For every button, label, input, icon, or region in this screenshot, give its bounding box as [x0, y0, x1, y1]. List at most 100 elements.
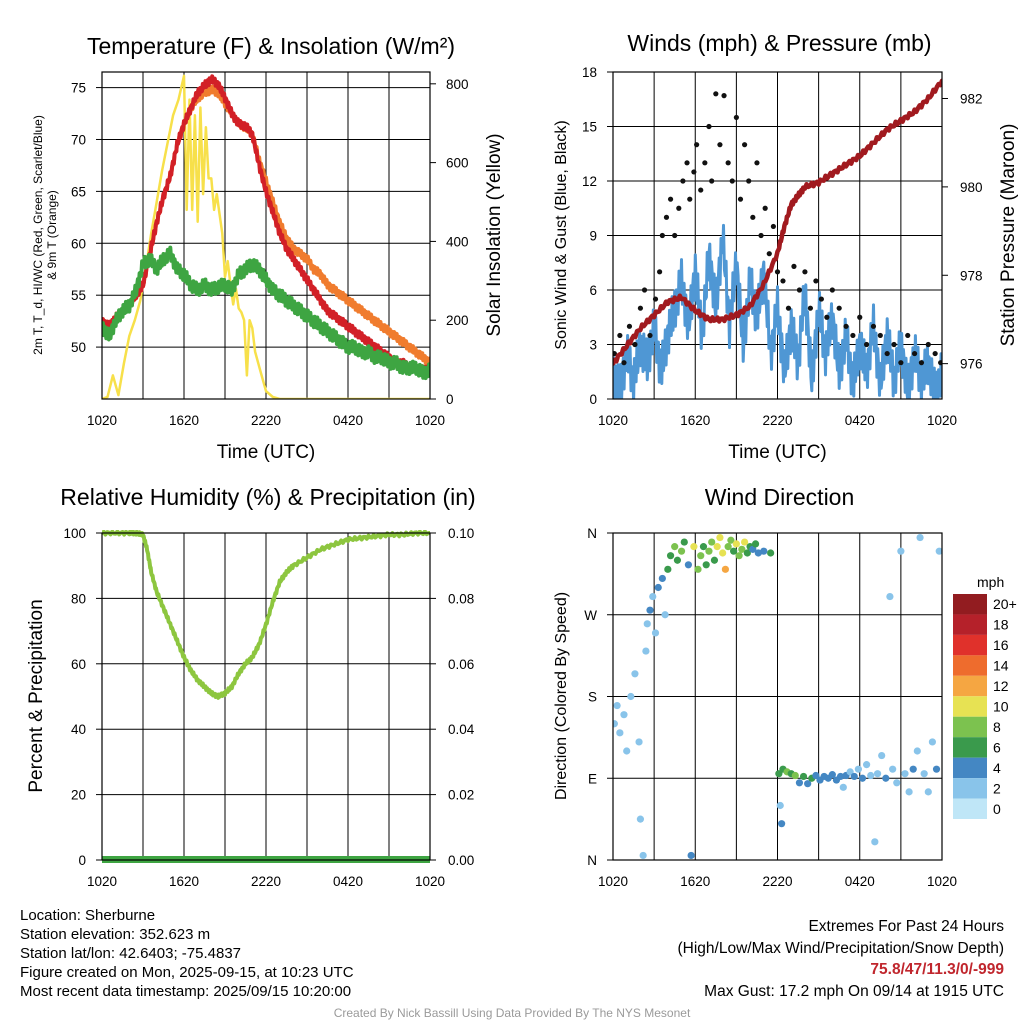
- sonic-wind-line: [613, 223, 942, 399]
- extremes-subtitle: (High/Low/Max Wind/Precipitation/Snow De…: [677, 939, 1005, 957]
- direction-point: [836, 772, 845, 781]
- direction-point: [724, 543, 732, 551]
- x-tick-label: 1620: [169, 413, 199, 428]
- direction-point: [741, 538, 749, 546]
- y-tick-label: 100: [63, 526, 86, 541]
- direction-point: [743, 549, 751, 557]
- direction-point: [776, 801, 784, 810]
- direction-point: [713, 543, 721, 551]
- direction-point: [716, 533, 724, 542]
- gust-point: [850, 332, 856, 339]
- gust-point: [758, 232, 764, 239]
- pressure-line: [613, 78, 942, 366]
- colorbar-tick-label: 0: [993, 801, 1001, 817]
- x-tick-label: 1020: [415, 413, 445, 428]
- max-gust-text: Max Gust: 17.2 mph On 09/14 at 1915 UTC: [704, 982, 1004, 1000]
- x-tick-label: 1020: [927, 874, 957, 889]
- chart-title: Winds (mph) & Pressure (mb): [627, 30, 931, 56]
- gust-point: [687, 196, 693, 202]
- y-tick-label: 65: [71, 184, 86, 199]
- gust-point: [702, 160, 708, 166]
- colorbar-tick-label: 20+: [993, 596, 1017, 612]
- temperature-insolation-chart: Temperature (F) & Insolation (W/m²) 50 55 6…: [31, 33, 505, 463]
- direction-point: [620, 711, 628, 719]
- y-axis-label-line: 2m T, T_d, HI/WC (Red, Green, Scarlet/Bl…: [31, 115, 45, 355]
- direction-point: [778, 820, 786, 828]
- direction-point: [867, 771, 875, 780]
- y-tick-label: S: [588, 690, 597, 705]
- gust-point: [729, 178, 735, 184]
- direction-point: [658, 574, 666, 583]
- gust-point: [884, 350, 890, 357]
- gust-point: [780, 278, 786, 284]
- y-tick-label: 0: [589, 392, 597, 407]
- y-axis-label: 2m T, T_d, HI/WC (Red, Green, Scarlet/Bl…: [31, 115, 59, 355]
- direction-point: [799, 772, 808, 781]
- gust-point: [709, 178, 715, 184]
- extremes-box: Extremes For Past 24 Hours (High/Low/Max…: [678, 916, 1005, 1002]
- y-tick-label: 15: [582, 120, 597, 135]
- x-tick-label: 0420: [333, 413, 363, 428]
- gust-point: [813, 278, 819, 284]
- gust-point: [613, 350, 617, 357]
- y2-tick-label: 0.06: [448, 657, 474, 672]
- gust-point: [680, 178, 686, 184]
- direction-point: [882, 774, 890, 782]
- gust-point: [694, 142, 700, 148]
- direction-point: [909, 765, 917, 773]
- direction-point: [635, 738, 643, 746]
- humidity-precip-chart: Relative Humidity (%) & Precipitation (i…: [26, 484, 476, 889]
- x-axis-label: Time (UTC): [217, 442, 316, 463]
- direction-point: [690, 543, 698, 551]
- station-info: Location: Sherburne Station elevation: 3…: [20, 906, 354, 1001]
- plot-area: [102, 74, 430, 399]
- direction-point: [893, 779, 901, 787]
- direction-point: [751, 540, 760, 548]
- direction-point: [795, 779, 804, 787]
- gust-point: [667, 196, 674, 202]
- y2-tick-label: 0.08: [448, 591, 474, 606]
- gust-point: [659, 232, 665, 239]
- gust-point: [891, 341, 897, 348]
- gust-point: [717, 142, 723, 148]
- direction-point: [684, 561, 692, 569]
- y-tick-label: 18: [582, 65, 597, 80]
- direction-point: [702, 561, 710, 569]
- direction-point: [858, 774, 867, 782]
- gust-point: [684, 160, 690, 166]
- direction-point: [897, 547, 905, 555]
- colorbar-tick-label: 12: [993, 678, 1009, 694]
- direction-point: [671, 543, 679, 551]
- direction-point: [687, 851, 695, 860]
- gust-point: [791, 263, 797, 269]
- direction-point: [854, 765, 862, 773]
- colorbar-swatch: [953, 798, 987, 819]
- gust-point: [857, 314, 863, 320]
- y-axis-label: Percent & Precipitation: [26, 599, 47, 792]
- gust-point: [617, 332, 623, 339]
- colorbar-swatch: [953, 655, 987, 676]
- direction-point: [677, 547, 686, 555]
- dewpoint-line: [102, 245, 430, 381]
- direction-point: [666, 552, 675, 560]
- direction-point: [749, 545, 757, 553]
- y-axis-label: Direction (Colored By Speed): [553, 592, 570, 800]
- extremes-values: 75.8/47/11.3/0/-999: [870, 961, 1004, 978]
- direction-point: [613, 701, 621, 710]
- y2-tick-label: 200: [446, 313, 469, 328]
- direction-point: [646, 606, 654, 614]
- direction-point: [651, 629, 660, 637]
- direction-point: [730, 547, 738, 555]
- gust-point: [691, 169, 697, 175]
- gust-point: [713, 91, 719, 97]
- y-tick-label: 50: [71, 340, 86, 355]
- x-tick-label: 1620: [680, 413, 710, 428]
- gust-point: [836, 305, 842, 311]
- direction-point: [916, 533, 924, 542]
- gust-point: [626, 323, 633, 329]
- direction-point: [639, 851, 647, 860]
- plot-frame: [612, 532, 943, 861]
- direction-point: [905, 788, 913, 796]
- direction-point: [863, 761, 871, 769]
- direction-point: [708, 538, 716, 546]
